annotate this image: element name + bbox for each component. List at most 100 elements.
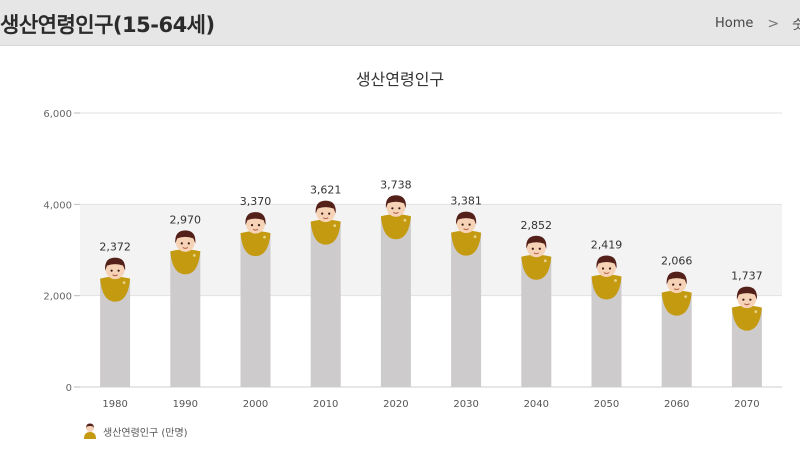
legend-label: 생산연령인구 (만명)	[103, 427, 188, 439]
figure-eye	[391, 207, 394, 210]
page-title: 생산연령인구(15-64세)	[0, 13, 215, 37]
figure-hair	[526, 235, 547, 249]
figure-mouth	[533, 252, 540, 255]
figure-face	[456, 214, 476, 234]
data-label: 3,370	[240, 195, 272, 208]
figure-face	[667, 274, 687, 294]
figure-mouth	[393, 211, 399, 214]
x-tick-label: 2010	[313, 399, 338, 410]
top-bar: 생산연령인구(15-64세) Home > 숫자	[0, 0, 800, 46]
data-label: 3,621	[310, 184, 342, 197]
x-tick-label: 2040	[524, 399, 549, 410]
figure-button	[192, 253, 196, 257]
data-label: 1,737	[731, 270, 763, 283]
data-label: 2,419	[591, 239, 623, 252]
x-tick-label: 1990	[173, 399, 198, 410]
figure-button	[473, 235, 477, 239]
y-tick-label: 4,000	[43, 200, 72, 211]
figure-face	[737, 289, 757, 309]
figure-hair	[596, 255, 617, 269]
figure-face	[316, 203, 336, 223]
figure-eye	[328, 212, 331, 215]
breadcrumb-home-link[interactable]: Home	[715, 16, 754, 31]
figure-body	[731, 305, 762, 331]
bar	[310, 221, 341, 387]
data-label: 3,738	[380, 178, 412, 191]
person-figure-marker	[100, 257, 131, 302]
figure-mouth	[322, 217, 329, 220]
data-label: 2,852	[521, 219, 553, 232]
person-figure-marker	[240, 212, 271, 257]
figure-hair	[105, 257, 126, 271]
breadcrumb: Home > 숫자	[715, 14, 800, 34]
chart-title: 생산연령인구	[355, 70, 445, 89]
figure-button	[122, 281, 126, 285]
figure-eye	[110, 269, 113, 272]
data-label: 2,066	[661, 255, 693, 268]
person-figure-marker	[380, 195, 411, 240]
figure-mouth	[112, 274, 118, 277]
figure-button	[263, 235, 266, 239]
figure-mouth	[673, 288, 680, 291]
bar	[240, 233, 271, 387]
figure-eye	[117, 269, 120, 272]
figure-eye	[531, 247, 534, 250]
figure-hair	[315, 200, 336, 214]
figure-button	[403, 218, 407, 222]
figure-body	[100, 276, 131, 302]
figure-eye	[180, 242, 183, 245]
figure-eye	[742, 298, 745, 301]
data-label: 3,381	[450, 195, 482, 208]
person-figure-marker	[521, 235, 552, 280]
figure-button	[754, 310, 758, 314]
person-figure-marker	[451, 211, 482, 256]
person-figure-marker	[661, 271, 692, 316]
figure-face	[246, 214, 265, 234]
figure-face	[105, 260, 125, 280]
chart-legend[interactable]: 생산연령인구 (만명)	[83, 422, 188, 440]
x-tick-label: 1980	[102, 399, 127, 410]
x-tick-label: 2030	[453, 399, 478, 410]
figure-body	[170, 249, 201, 275]
figure-body	[451, 230, 482, 256]
y-tick-label: 2,000	[43, 292, 72, 303]
figure-hair	[456, 211, 477, 225]
figure-eye	[250, 224, 254, 227]
figure-mouth	[463, 228, 469, 231]
x-tick-label: 2070	[734, 399, 759, 410]
figure-eye	[538, 247, 541, 250]
bar	[380, 216, 411, 387]
x-tick-label: 2000	[243, 399, 268, 410]
figure-eye	[679, 283, 682, 286]
bar	[451, 232, 482, 387]
figure-mouth	[744, 303, 750, 306]
figure-body	[661, 290, 692, 316]
figure-body	[591, 274, 622, 300]
figure-button	[333, 224, 337, 228]
figure-mouth	[182, 246, 189, 249]
person-figure-marker	[170, 230, 201, 275]
figure-button	[543, 259, 547, 263]
figure-eye	[749, 298, 752, 301]
data-label: 2,970	[170, 213, 202, 226]
figure-eye	[461, 223, 464, 226]
figure-body	[521, 254, 552, 280]
figure-body	[240, 231, 271, 257]
figure-hair	[245, 212, 266, 226]
figure-mouth	[252, 228, 259, 231]
figure-eye	[187, 242, 190, 245]
person-icon	[84, 423, 96, 439]
figure-body	[310, 219, 341, 245]
figure-body	[380, 214, 411, 240]
breadcrumb-current[interactable]: 숫자	[792, 18, 800, 33]
x-tick-label: 2020	[383, 399, 408, 410]
figure-face	[175, 232, 195, 252]
figure-hair	[385, 195, 406, 209]
figure-eye	[601, 267, 605, 270]
y-tick-label: 0	[66, 383, 72, 394]
figure-eye	[257, 224, 261, 227]
figure-hair	[736, 286, 757, 300]
x-tick-label: 2050	[594, 399, 619, 410]
figure-face	[526, 238, 546, 258]
